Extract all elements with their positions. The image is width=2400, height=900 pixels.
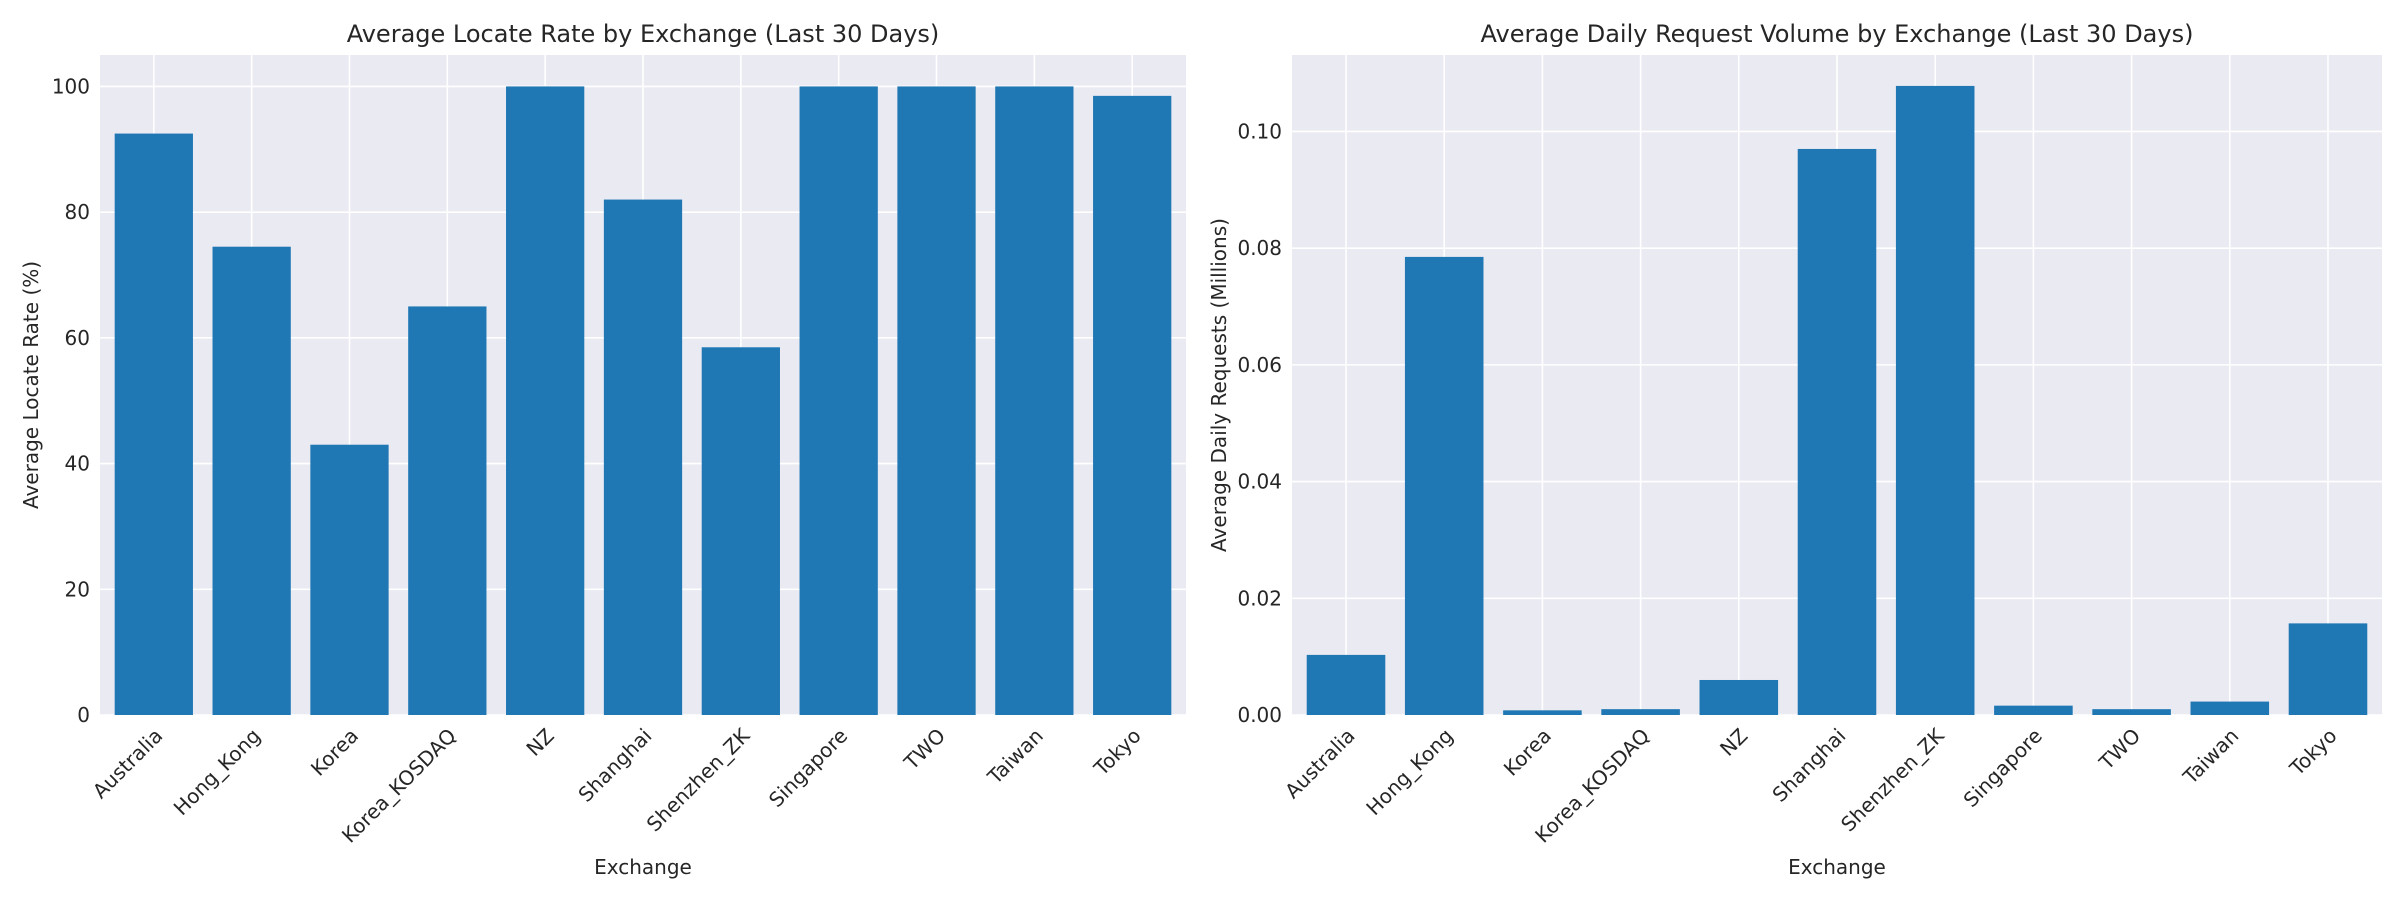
x-tick-label: TWO [899,724,950,775]
x-tick-label: Shanghai [573,724,656,807]
bar-TWO [2092,709,2171,715]
x-tick-label: Singapore [1959,724,2047,812]
chart-title: Average Locate Rate by Exchange (Last 30… [347,20,940,48]
bar-Singapore [799,86,878,715]
y-tick-label: 0.04 [1237,470,1282,494]
x-tick-label: Australia [88,724,168,804]
y-tick-label: 20 [65,577,90,601]
bar-Korea_KOSDAQ [1601,709,1680,715]
y-tick-label: 0.06 [1237,353,1282,377]
request-volume-chart: 0.00 0.02 0.04 0.06 0.08 0.10 Australia Hong_Ko… [1207,20,2382,879]
y-tick-label: 60 [65,326,90,350]
bar-Tokyo [1093,95,1172,716]
x-tick-label: Australia [1280,724,1360,804]
bars [114,86,1172,716]
x-tick-label: TWO [2094,724,2145,775]
x-tick-label: Hong_Kong [169,724,265,820]
x-tick-label: Shanghai [1767,724,1850,807]
chart-title: Average Daily Request Volume by Exchange… [1481,20,2194,48]
bar-Shenzhen_ZK [1895,85,1975,715]
y-tick-label: 40 [65,452,90,476]
bar-TWO [897,86,976,715]
bar-Shenzhen_ZK [701,347,780,715]
x-tick-label: Taiwan [2178,724,2244,790]
bar-Hong_Kong [1404,256,1484,715]
x-tick-label: Tokyo [2284,724,2341,781]
x-axis-label: Exchange [594,855,692,879]
x-tick-label: Korea [306,724,363,781]
bars [1306,85,2368,715]
x-axis-label: Exchange [1788,855,1886,879]
x-tick-label: NZ [521,724,558,761]
bar-Shanghai [603,199,683,716]
x-tick-label: NZ [1715,724,1752,761]
x-tick-label: Singapore [764,724,852,812]
x-tick-label: Tokyo [1088,724,1145,781]
x-tick-label: Korea [1499,724,1556,781]
bar-Hong_Kong [212,246,291,715]
bar-Taiwan [995,86,1074,715]
x-tick-label: Hong_Kong [1361,724,1457,820]
bar-NZ [506,86,585,715]
x-tick-label: Taiwan [982,724,1048,790]
y-tick-label: 0.08 [1237,236,1282,260]
bar-NZ [1699,679,1779,715]
y-tick-label: 100 [52,74,90,98]
x-tick-label: Shenzhen_ZK [642,723,755,836]
y-tick-label: 80 [65,200,90,224]
bar-Taiwan [2190,701,2270,715]
y-tick-label: 0.10 [1237,119,1282,143]
bar-Shanghai [1797,148,1877,715]
bar-Korea_KOSDAQ [408,306,487,715]
bar-Australia [1306,654,1386,715]
bar-Korea [1503,710,1582,715]
y-axis-label: Average Locate Rate (%) [19,261,43,509]
y-tick-label: 0 [77,703,90,727]
bar-Australia [114,133,193,716]
bar-Korea [310,444,389,715]
y-tick-label: 0.00 [1237,703,1282,727]
bar-Singapore [1994,705,2073,715]
x-tick-label: Shenzhen_ZK [1836,723,1949,836]
y-axis-label: Average Daily Requests (Millions) [1207,218,1231,552]
y-tick-label: 0.02 [1237,586,1282,610]
bar-Tokyo [2288,623,2368,715]
